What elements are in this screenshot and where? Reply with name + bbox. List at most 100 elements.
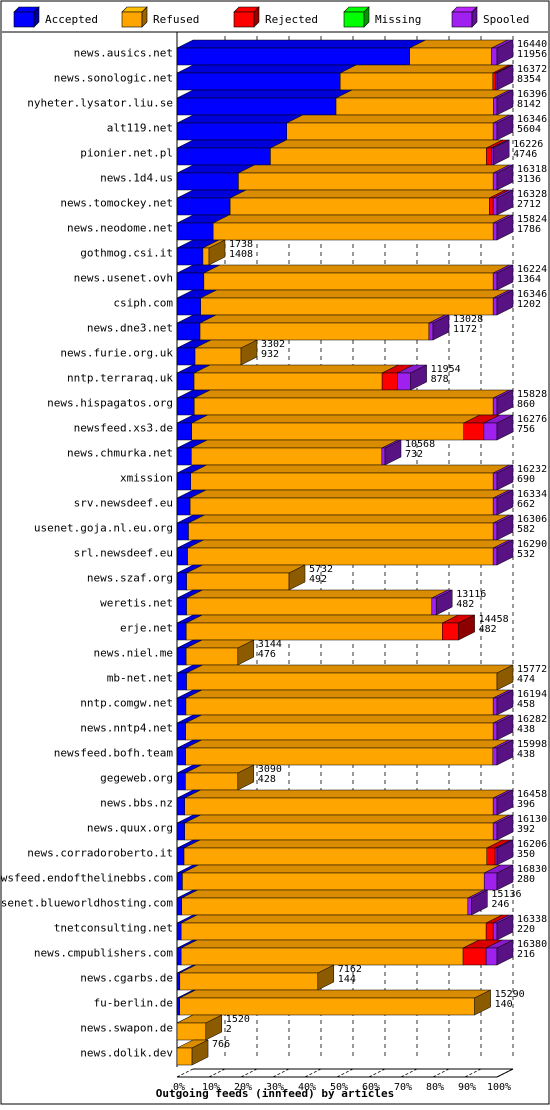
bar-accepted-value: 532 (517, 549, 535, 560)
bar-segment (464, 423, 484, 440)
bar-label: tnetconsulting.net (54, 922, 173, 935)
bar-segment (177, 148, 270, 165)
bar-segment (187, 598, 432, 615)
bar-segment-top (194, 390, 509, 398)
bar-segment (177, 848, 184, 865)
bar-label: gothmog.csi.it (80, 247, 173, 260)
bar-label: fu-berlin.de (94, 997, 173, 1010)
bar-label: xmission (120, 472, 173, 485)
bar-segment (177, 873, 182, 890)
bar-label: news.ausics.net (74, 47, 173, 60)
bar-accepted-value: 220 (517, 924, 535, 935)
bar-label: news.1d4.us (100, 172, 173, 185)
bar-accepted-value: 476 (258, 649, 276, 660)
bar-label: alt119.net (107, 122, 173, 135)
legend-swatch (452, 12, 472, 27)
bar-segment (177, 773, 185, 790)
bar-segment (181, 948, 463, 965)
bar-segment (491, 148, 493, 165)
bar-segment-top (180, 965, 334, 973)
bar-segment (200, 323, 429, 340)
bar-accepted-value: 860 (517, 399, 535, 410)
bar-accepted-value: 582 (517, 524, 535, 535)
bar-label: news.swapon.de (80, 1022, 173, 1035)
bar-label: newsfeed.bofh.team (54, 747, 174, 760)
bar-segment (463, 948, 486, 965)
bar-segment (493, 798, 497, 815)
bar-segment (484, 873, 497, 890)
bar-segment (493, 923, 497, 940)
bar-segment (194, 373, 382, 390)
bar-segment (493, 198, 497, 215)
bar-segment (177, 648, 186, 665)
bar-label: news.furie.org.uk (60, 347, 173, 360)
legend-item: Accepted (14, 7, 98, 27)
bar-segment (177, 448, 191, 465)
bar-segment (177, 598, 187, 615)
x-tick (177, 1069, 193, 1077)
bar-segment (484, 423, 497, 440)
bar-segment (177, 948, 181, 965)
bar-segment (493, 273, 497, 290)
bar-segment-top (185, 815, 509, 823)
bar-accepted-value: 2 (226, 1024, 232, 1035)
bar-accepted-value: 5604 (517, 124, 541, 135)
bar-accepted-value: 280 (517, 874, 535, 885)
bar-label: news.chmurka.net (67, 447, 173, 460)
bar-segment (397, 373, 410, 390)
bar-segment (191, 448, 382, 465)
x-tick-label: 90% (458, 1082, 476, 1093)
bar-accepted-value: 3136 (517, 174, 541, 185)
bar-segment (493, 123, 497, 140)
bar-segment-top (188, 540, 510, 548)
bar-segment (187, 573, 289, 590)
x-tick-label: 100% (487, 1082, 511, 1093)
bar-label: srl.newsdeef.eu (74, 547, 173, 560)
bar-segment (493, 98, 497, 115)
bar-accepted-value: 492 (309, 574, 327, 585)
bar-segment-top (213, 215, 509, 223)
bar-segment (195, 348, 241, 365)
x-tick (465, 1069, 481, 1077)
bar-segment-top (201, 290, 509, 298)
bar-segment (487, 848, 495, 865)
bar-label: erje.net (120, 622, 173, 635)
bar-segment (493, 298, 497, 315)
bar-segment (340, 73, 493, 90)
bar-accepted-value: 662 (517, 499, 535, 510)
bar-label: news.nntp4.net (80, 722, 173, 735)
bar-segment-top (181, 915, 502, 923)
bar-segment (493, 73, 496, 90)
bar-segment (468, 898, 472, 915)
bar-segment (177, 748, 186, 765)
bar-segment (493, 523, 497, 540)
bar-segment-top (180, 990, 491, 998)
legend-item: Spooled (452, 7, 529, 27)
bar-accepted-value: 144 (338, 974, 356, 985)
bar-segment (492, 48, 497, 65)
bar-segment-top (186, 715, 510, 723)
bar-label: pionier.net.pl (80, 147, 173, 160)
bar-segment-top (185, 790, 509, 798)
bar-segment (493, 698, 497, 715)
bar-segment (486, 923, 493, 940)
bar-segment (177, 673, 187, 690)
bar-segment (191, 473, 493, 490)
bar-segment (493, 723, 497, 740)
bar-segment-top (187, 590, 448, 598)
x-tick (209, 1069, 225, 1077)
bar-segment (177, 123, 287, 140)
bar-label: nyheter.lysator.liu.se (27, 97, 173, 110)
